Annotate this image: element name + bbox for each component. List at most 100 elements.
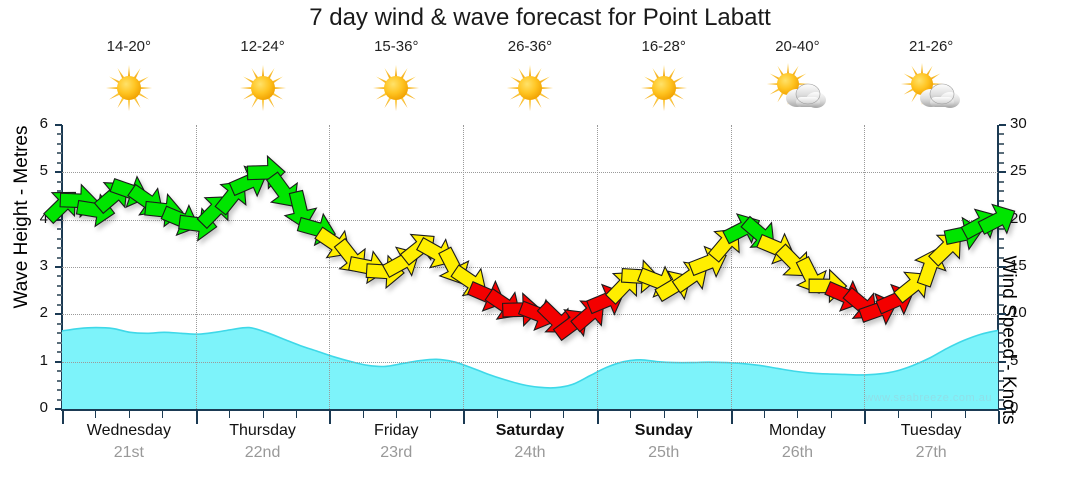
right-axis-minor-tick xyxy=(999,247,1004,250)
right-axis-minor-tick xyxy=(999,322,1004,325)
day-label-saturday: Saturday 24th xyxy=(463,420,597,464)
day-label-thursday: Thursday 22nd xyxy=(196,420,330,464)
wave-height-area xyxy=(61,326,999,409)
partly-cloudy-icon xyxy=(901,62,961,108)
left-axis-minor-tick xyxy=(57,190,62,193)
day-date: 27th xyxy=(915,444,947,461)
left-axis-label: 6 xyxy=(39,115,48,132)
right-axis-tick xyxy=(999,408,1006,410)
day-label-friday: Friday 23rd xyxy=(329,420,463,464)
left-axis-minor-tick xyxy=(57,161,62,164)
left-axis-minor-tick xyxy=(57,180,62,183)
left-axis-minor-tick xyxy=(57,275,62,278)
x-axis-tick xyxy=(530,411,531,418)
x-axis-day-tick xyxy=(463,411,466,424)
left-axis-minor-tick xyxy=(57,237,62,240)
x-axis-day-tick xyxy=(998,411,1000,424)
day-name: Thursday xyxy=(229,422,296,439)
weather-icon-container xyxy=(62,58,196,118)
x-axis-tick xyxy=(296,411,297,418)
left-axis-minor-tick xyxy=(57,133,62,136)
left-axis-minor-tick xyxy=(57,228,62,231)
weather-icon-container xyxy=(597,58,731,118)
x-axis-tick xyxy=(697,411,699,418)
day-date: 23rd xyxy=(380,444,413,461)
sunny-icon xyxy=(105,64,152,112)
weather-icon-container xyxy=(329,58,463,118)
day-header-tuesday: 21-26° xyxy=(864,38,998,123)
right-axis-minor-tick xyxy=(999,190,1004,193)
left-axis-minor-tick xyxy=(57,351,62,354)
wind-arrow xyxy=(977,203,1016,235)
left-axis-tick xyxy=(55,266,62,268)
day-divider-gridline xyxy=(864,125,866,409)
day-label-wednesday: Wednesday 21st xyxy=(62,420,196,464)
x-axis-tick xyxy=(897,411,899,418)
day-header-saturday: 26-36° xyxy=(463,38,597,123)
day-date: 22nd xyxy=(244,444,281,461)
x-axis-tick xyxy=(931,411,933,418)
horizontal-gridline xyxy=(62,361,998,363)
right-axis-minor-tick xyxy=(999,228,1004,231)
right-axis-minor-tick xyxy=(999,379,1004,382)
day-header-wednesday: 14-20° xyxy=(62,38,196,123)
left-axis-tick xyxy=(55,171,62,174)
x-axis-tick xyxy=(262,411,264,418)
horizontal-gridline xyxy=(62,219,998,221)
left-axis-line xyxy=(61,125,63,411)
left-axis-minor-tick xyxy=(57,341,62,344)
right-axis-minor-tick xyxy=(999,389,1004,392)
sunny-icon xyxy=(373,64,420,112)
day-date: 25th xyxy=(648,444,680,461)
right-axis-minor-tick xyxy=(999,332,1004,335)
left-axis-label: 5 xyxy=(39,162,48,180)
left-axis-minor-tick xyxy=(57,398,62,401)
day-name: Saturday xyxy=(495,422,565,439)
day-label-monday: Monday 26th xyxy=(731,420,865,464)
day-label-tuesday: Tuesday 27th xyxy=(864,420,998,464)
wind-arrow-layer xyxy=(43,154,1016,342)
x-axis-tick xyxy=(630,411,632,418)
x-axis-day-tick xyxy=(596,411,599,424)
right-axis-minor-tick xyxy=(999,341,1004,344)
day-divider-gridline xyxy=(195,125,197,409)
right-axis-minor-tick xyxy=(999,161,1004,164)
left-axis-label: 0 xyxy=(39,399,48,416)
weather-icon-container xyxy=(864,58,998,118)
day-name: Sunday xyxy=(634,422,693,439)
left-axis-minor-tick xyxy=(57,379,62,382)
day-date: 24th xyxy=(514,444,546,461)
right-axis-minor-tick xyxy=(999,199,1004,202)
wave-area-line xyxy=(61,326,999,389)
weather-icon-container xyxy=(731,58,865,118)
left-axis-label: 1 xyxy=(39,351,48,369)
right-axis-minor-tick xyxy=(999,284,1004,287)
right-axis-minor-tick xyxy=(999,133,1004,136)
x-axis-day-tick xyxy=(730,411,733,424)
wind-arrow xyxy=(265,171,298,207)
sunny-icon xyxy=(506,64,554,112)
day-divider-gridline xyxy=(329,125,331,409)
right-axis-minor-tick xyxy=(999,351,1004,354)
day-temperature-range: 20-40° xyxy=(775,38,820,55)
right-axis-line xyxy=(997,125,999,411)
left-axis-minor-tick xyxy=(57,247,62,250)
x-axis-tick xyxy=(128,411,130,418)
left-axis-minor-tick xyxy=(57,284,62,287)
day-header-friday: 15-36° xyxy=(329,38,463,123)
weather-icon-container xyxy=(196,58,330,118)
right-axis-label: 5 xyxy=(1010,351,1019,369)
day-date: 21st xyxy=(113,444,144,461)
x-axis-tick xyxy=(429,411,431,418)
x-axis-tick xyxy=(764,411,765,418)
partly-cloudy-icon xyxy=(767,62,827,108)
right-axis-minor-tick xyxy=(999,370,1004,373)
sunny-icon xyxy=(239,64,286,112)
day-temperature-range: 15-36° xyxy=(374,38,419,55)
forecast-plot: www.seabreeze.com.au xyxy=(43,125,1016,409)
day-name: Tuesday xyxy=(900,422,962,439)
x-axis-tick xyxy=(830,411,832,418)
right-axis-tick xyxy=(999,313,1006,316)
right-axis-minor-tick xyxy=(999,237,1004,240)
right-axis-label: 10 xyxy=(1010,304,1027,322)
